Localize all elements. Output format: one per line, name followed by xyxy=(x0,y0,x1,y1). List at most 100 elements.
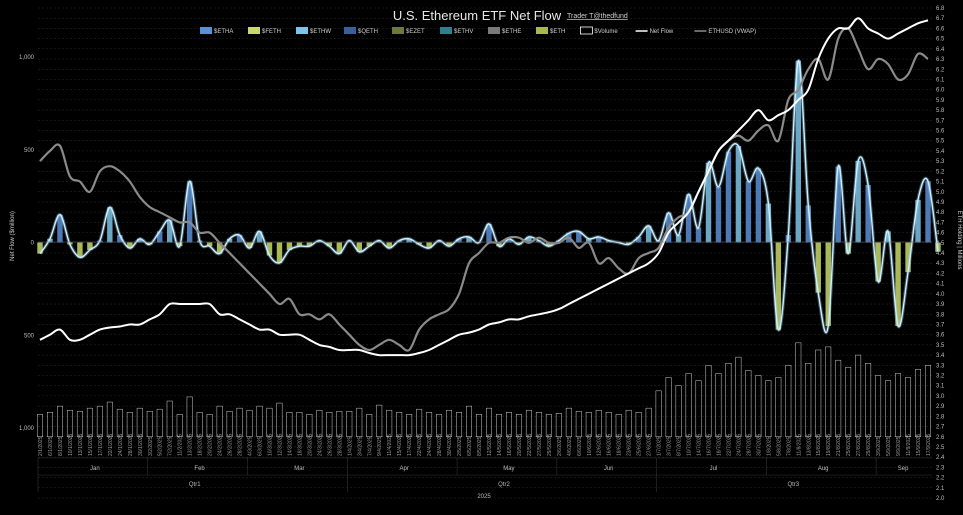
date-tick-label: 1/8/2025 xyxy=(766,436,772,456)
right-tick-label: 6.5 xyxy=(936,37,945,43)
date-tick-label: 6/1/2025 xyxy=(48,436,54,456)
net-flow-bar xyxy=(376,240,382,243)
legend-swatch xyxy=(248,27,260,34)
date-tick-label: 2/6/2025 xyxy=(557,436,563,456)
volume-bar xyxy=(645,407,652,437)
net-flow-bar xyxy=(546,242,552,247)
volume-bar xyxy=(216,405,223,437)
date-tick-label: 14/7/2025 xyxy=(697,434,703,456)
net-flow-bar xyxy=(625,242,632,245)
net-flow-bar xyxy=(536,240,542,243)
volume-bar xyxy=(795,342,802,438)
date-tick-label: 2/1/2025 xyxy=(38,436,44,456)
date-tick-label: 24/1/2025 xyxy=(118,434,124,456)
date-tick-label: 15/4/2025 xyxy=(397,434,403,456)
net-flow-bar xyxy=(266,242,273,256)
right-tick-label: 6.7 xyxy=(936,16,945,22)
date-tick-label: 2/5/2025 xyxy=(457,436,463,456)
volume-bar xyxy=(366,414,373,437)
volume-bar xyxy=(765,380,772,437)
volume-bar xyxy=(705,365,712,437)
date-tick-label: 24/4/2025 xyxy=(427,434,433,456)
volume-bar xyxy=(895,373,902,438)
date-tick-label: 5/8/2025 xyxy=(776,436,782,456)
net-flow-bar xyxy=(815,242,821,293)
legend-label: $QETH xyxy=(358,29,378,35)
volume-bar xyxy=(615,414,622,437)
date-tick-label: 18/3/2025 xyxy=(297,434,303,456)
volume-bar xyxy=(505,412,512,437)
right-tick-label: 6.3 xyxy=(936,57,945,63)
date-tick-label: 8/1/2025 xyxy=(58,436,64,456)
date-tick-label: 21/8/2025 xyxy=(836,434,842,456)
volume-bar xyxy=(486,407,492,437)
volume-bar xyxy=(875,375,882,437)
legend-swatch xyxy=(440,27,452,34)
legend-label: ETHUSD (VWAP) xyxy=(708,29,756,35)
net-flow-bar xyxy=(735,146,742,243)
volume-bar xyxy=(396,412,403,437)
month-label: Jun xyxy=(604,466,614,472)
volume-bar xyxy=(905,377,912,437)
date-tick-label: 3/4/2025 xyxy=(357,436,363,456)
net-flow-bar xyxy=(606,240,612,243)
date-tick-label: 12/5/2025 xyxy=(487,434,493,456)
right-tick-label: 5.8 xyxy=(936,108,945,114)
date-tick-label: 15/9/2025 xyxy=(916,434,922,456)
legend-swatch xyxy=(296,27,308,34)
volume-bar xyxy=(575,410,582,437)
date-tick-label: 12/3/2025 xyxy=(278,434,284,456)
date-tick-label: 28/1/2025 xyxy=(128,434,134,456)
date-tick-label: 29/8/2025 xyxy=(866,434,872,456)
volume-bar xyxy=(416,408,423,437)
right-tick-label: 2.3 xyxy=(936,465,945,471)
date-tick-label: 6/5/2025 xyxy=(467,436,473,456)
volume-bar xyxy=(246,409,253,438)
eth-holding-line xyxy=(39,17,929,357)
net-flow-bar xyxy=(206,242,213,247)
volume-bar xyxy=(835,359,842,437)
date-tick-label: 11/9/2025 xyxy=(906,434,912,456)
date-tick-labels: 2/1/2025 6/1/2025 8/1/2025 10/1/2025 13/1/20… xyxy=(38,434,932,456)
net-flow-bar xyxy=(107,207,113,243)
date-tick-label: 12/6/2025 xyxy=(597,434,603,456)
legend-label: $ETHW xyxy=(310,29,331,35)
date-tick-label: 10/3/2025 xyxy=(268,434,274,456)
right-tick-label: 4.2 xyxy=(936,271,945,277)
date-tick-label: 6/3/2025 xyxy=(258,436,264,456)
right-axis-label: ETH Holding | Millions xyxy=(956,211,962,270)
volume-bar xyxy=(126,412,133,437)
right-tick-label: 3.2 xyxy=(936,374,945,380)
net-flow-bar xyxy=(216,242,223,254)
net-flow-bar xyxy=(855,160,861,243)
volume-bar xyxy=(825,346,832,437)
quarter-label: Qtr1 xyxy=(189,482,201,488)
right-tick-label: 4.1 xyxy=(936,282,945,288)
date-tick-label: 1/4/2025 xyxy=(347,436,353,456)
right-tick-label: 3.9 xyxy=(936,302,945,308)
right-tick-label: 4.5 xyxy=(936,241,945,247)
date-tick-label: 19/8/2025 xyxy=(826,434,832,456)
right-tick-label: 2.1 xyxy=(936,486,945,492)
volume-bar xyxy=(545,414,552,437)
net-flow-bar xyxy=(845,242,851,254)
volume-bar xyxy=(186,396,193,437)
date-tick-label: 13/2/2025 xyxy=(188,434,194,456)
net-flow-bar xyxy=(456,238,462,243)
right-tick-label: 4.0 xyxy=(936,292,945,298)
net-flow-bar xyxy=(635,236,642,243)
net-flow-bar xyxy=(47,238,53,243)
eth-price-line xyxy=(39,26,929,352)
legend-label: $Volume xyxy=(594,29,618,35)
net-flow-bar xyxy=(506,238,512,243)
net-flow-bar xyxy=(246,242,253,249)
volume-bar xyxy=(515,414,522,437)
right-tick-label: 3.0 xyxy=(936,394,945,400)
net-flow-bar xyxy=(117,235,123,243)
date-tick-label: 26/3/2025 xyxy=(327,434,333,456)
net-flow-bar xyxy=(316,240,323,243)
volume-bar xyxy=(845,367,852,438)
right-tick-label: 6.1 xyxy=(936,77,945,83)
left-tick-label: 500 xyxy=(24,148,35,154)
net-flow-bar xyxy=(256,231,263,243)
